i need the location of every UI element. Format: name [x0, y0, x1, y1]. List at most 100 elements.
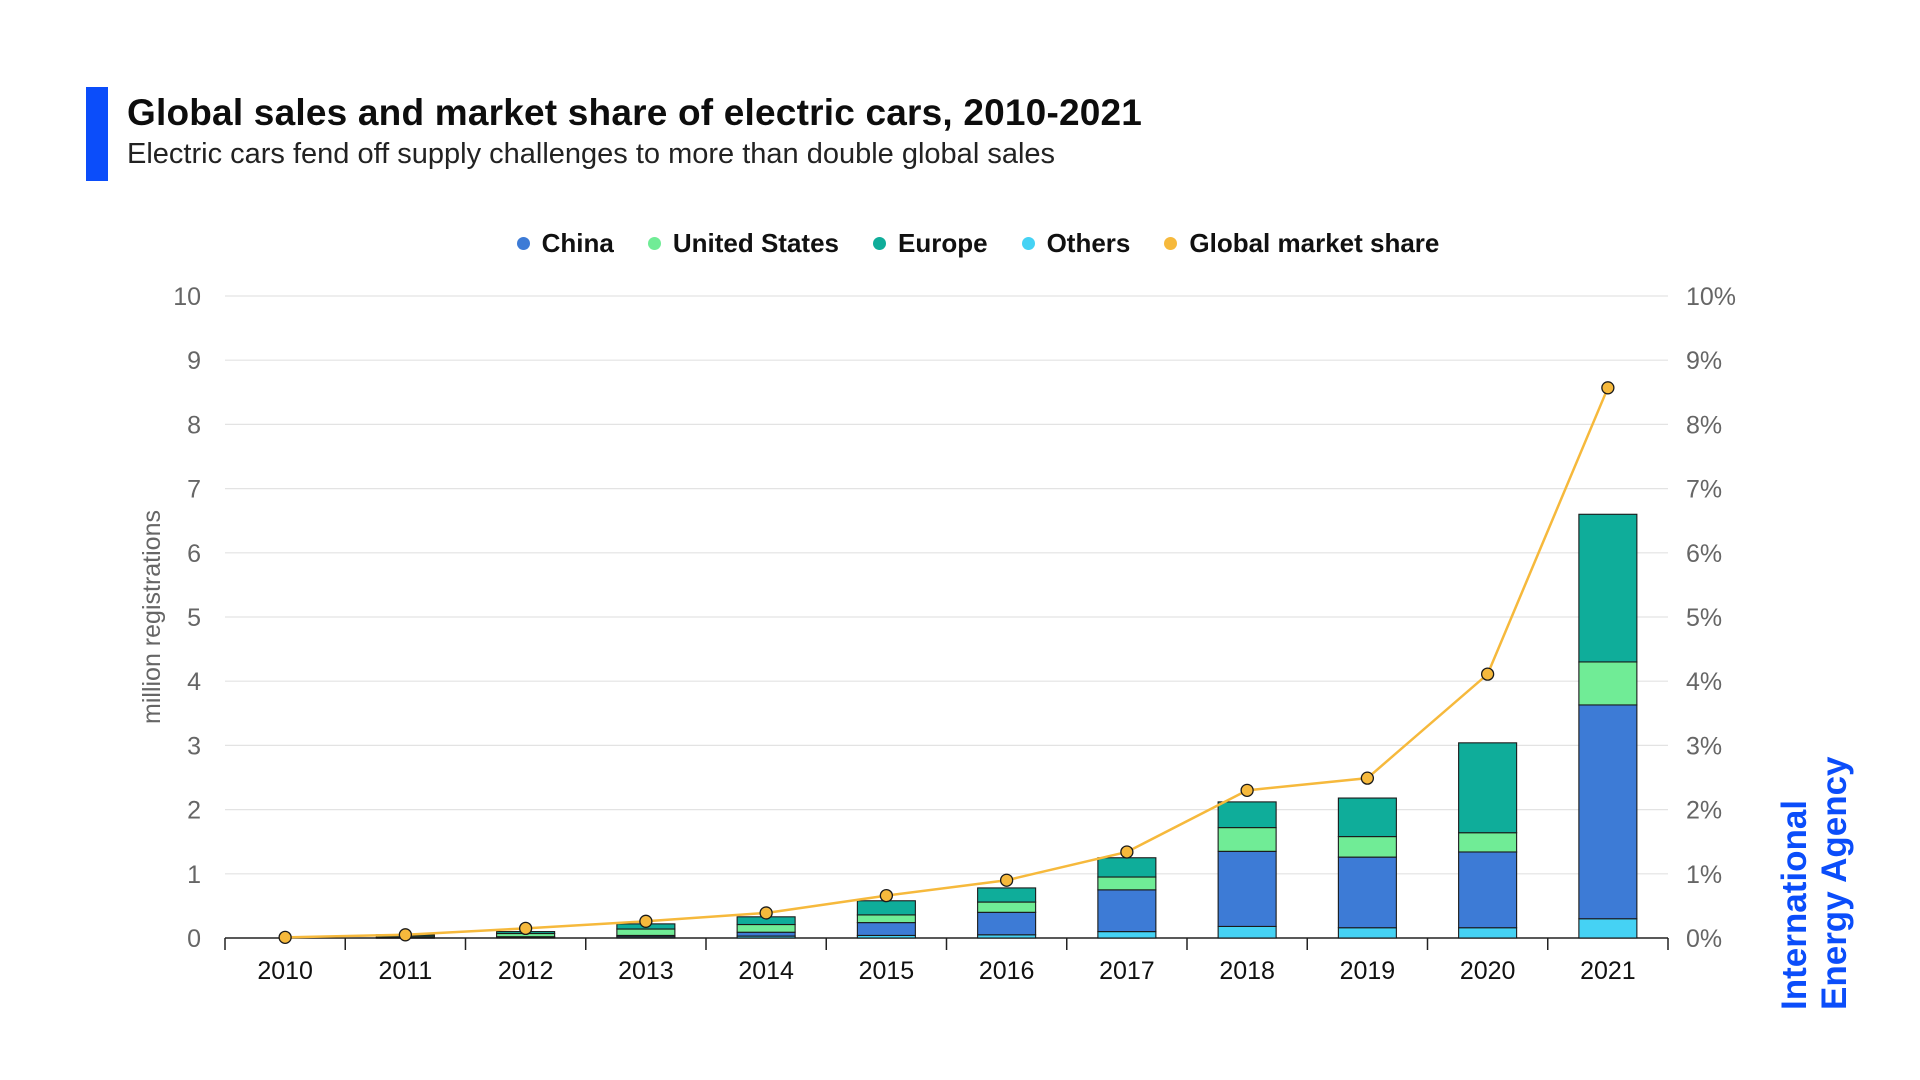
- bar-others: [1337, 927, 1397, 939]
- bar-china: [1337, 856, 1397, 929]
- legend-label-others: Others: [1046, 228, 1131, 258]
- y-tick-label: 1: [187, 861, 201, 889]
- legend-item-europe: Europe: [873, 228, 988, 259]
- bar-china: [977, 911, 1037, 936]
- bar-others: [1578, 918, 1638, 939]
- y-tick-label: 2: [187, 797, 201, 825]
- market-share-point: [1360, 771, 1375, 785]
- y2-tick-label: 1%: [1686, 861, 1722, 889]
- legend-label-china: China: [541, 228, 614, 258]
- legend-label-united-states: United States: [672, 228, 839, 258]
- market-share-point: [278, 930, 292, 945]
- bar-europe: [1217, 801, 1277, 829]
- market-share-point: [639, 914, 653, 928]
- market-share-point: [999, 873, 1014, 887]
- market-share-line: [285, 387, 1610, 939]
- y2-tick-label: 4%: [1686, 668, 1722, 696]
- market-share-point: [398, 928, 413, 942]
- x-tick-label: 2014: [738, 957, 794, 985]
- bar-china: [736, 931, 796, 937]
- bar-others: [1097, 931, 1157, 939]
- y-tick-label: 7: [187, 476, 201, 504]
- market-share-point: [518, 921, 533, 936]
- bar-europe: [856, 900, 916, 916]
- bar-europe: [1337, 797, 1397, 838]
- y2-tick-label: 10%: [1686, 283, 1736, 311]
- x-tick-label: 2020: [1460, 957, 1516, 985]
- iea-logo-line2: Energy Agency: [1815, 756, 1854, 1010]
- legend-item-china: China: [516, 228, 614, 259]
- bar-europe: [1578, 513, 1638, 663]
- iea-logo-line1: International: [1775, 799, 1814, 1010]
- y2-tick-label: 9%: [1686, 347, 1722, 375]
- y-tick-label: 10: [173, 283, 201, 311]
- y-tick-label: 5: [187, 604, 201, 632]
- market-share-point: [1601, 381, 1615, 395]
- bar-china: [1458, 851, 1518, 929]
- bar-europe: [1458, 742, 1518, 834]
- x-tick-label: 2013: [618, 957, 674, 985]
- market-share-point: [879, 888, 894, 903]
- y-tick-label: 3: [187, 732, 201, 760]
- bar-united-states: [1097, 876, 1157, 891]
- y2-tick-label: 8%: [1686, 411, 1722, 439]
- y2-tick-label: 6%: [1686, 540, 1722, 568]
- legend-item-market-share: Global market share: [1164, 228, 1439, 259]
- legend-marker-others: [1021, 237, 1035, 250]
- market-share-point: [1480, 667, 1495, 681]
- legend: China United States Europe Others Global…: [0, 228, 1920, 259]
- legend-label-market-share: Global market share: [1189, 228, 1440, 258]
- legend-marker-market-share: [1164, 237, 1178, 250]
- x-tick-label: 2012: [498, 957, 554, 985]
- x-tick-label: 2021: [1580, 957, 1636, 985]
- y2-tick-label: 3%: [1686, 732, 1722, 760]
- y2-tick-label: 0%: [1686, 925, 1722, 953]
- y2-tick-label: 5%: [1686, 604, 1722, 632]
- title-accent-bar: [86, 87, 108, 181]
- y-axis-label: million registrations: [138, 510, 166, 724]
- bar-united-states: [736, 923, 796, 933]
- bar-china: [1097, 889, 1157, 933]
- x-tick-label: 2019: [1340, 957, 1396, 985]
- x-tick-label: 2017: [1099, 957, 1155, 985]
- bar-china: [856, 922, 916, 936]
- y-tick-label: 4: [187, 668, 201, 696]
- bar-others: [1458, 927, 1518, 939]
- y-tick-label: 0: [187, 925, 201, 953]
- x-tick-label: 2011: [378, 957, 432, 985]
- y-tick-label: 8: [187, 411, 201, 439]
- iea-logo: International Energy Agency: [1775, 756, 1855, 1010]
- chart-title: Global sales and market share of electri…: [127, 92, 1143, 133]
- market-share-point: [1120, 845, 1134, 859]
- bar-europe: [1097, 857, 1157, 878]
- bar-europe: [977, 887, 1037, 903]
- bar-united-states: [856, 914, 916, 924]
- legend-marker-europe: [873, 237, 886, 250]
- x-tick-label: 2018: [1219, 957, 1275, 985]
- bar-others: [1217, 925, 1277, 939]
- legend-item-others: Others: [1021, 228, 1131, 259]
- x-tick-label: 2010: [257, 957, 313, 985]
- x-tick-label: 2016: [979, 957, 1035, 985]
- bar-united-states: [616, 928, 676, 936]
- legend-label-europe: Europe: [898, 228, 988, 258]
- y2-tick-label: 7%: [1686, 476, 1722, 504]
- bar-united-states: [1458, 832, 1518, 853]
- legend-marker-china: [516, 237, 530, 250]
- y-tick-label: 6: [187, 540, 201, 568]
- market-share-point: [1240, 783, 1254, 797]
- bar-united-states: [977, 901, 1037, 913]
- x-tick-label: 2015: [859, 957, 915, 985]
- bar-united-states: [1337, 836, 1397, 858]
- chart-subtitle: Electric cars fend off supply challenges…: [127, 138, 1056, 170]
- market-share-point: [759, 906, 773, 920]
- legend-marker-united-states: [647, 237, 661, 250]
- bar-united-states: [1578, 661, 1638, 706]
- bar-china: [1217, 850, 1277, 927]
- bar-china: [1578, 704, 1638, 920]
- y2-tick-label: 2%: [1686, 797, 1722, 825]
- y-tick-label: 9: [187, 347, 201, 375]
- legend-item-united-states: United States: [647, 228, 839, 259]
- bar-united-states: [1217, 827, 1277, 852]
